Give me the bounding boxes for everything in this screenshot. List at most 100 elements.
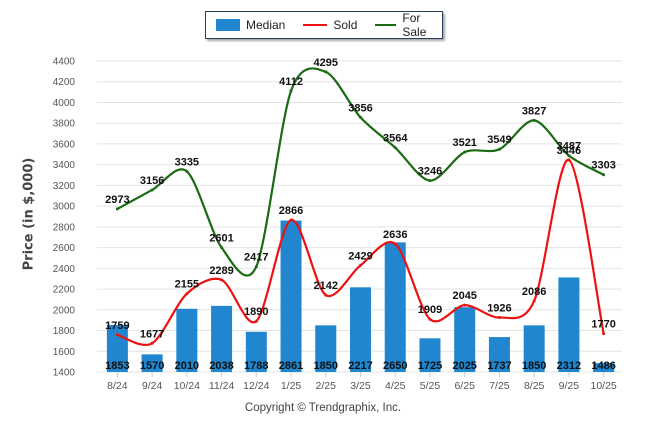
point-for-sale: [567, 154, 571, 158]
data-label-sold: 1770: [591, 319, 615, 331]
data-label-sold: 3446: [557, 145, 581, 157]
data-label-for-sale: 3487: [557, 141, 581, 153]
y-tick-label: 2400: [53, 264, 76, 275]
data-label-for-sale: 3246: [418, 166, 442, 178]
point-sold: [463, 303, 467, 307]
data-label-median: 1725: [418, 360, 442, 372]
legend-item-for-sale[interactable]: For Sale: [375, 11, 442, 39]
point-sold: [150, 341, 154, 345]
data-label-for-sale: 3827: [522, 105, 546, 117]
x-tick-label: 10/25: [590, 380, 616, 392]
point-sold: [324, 293, 328, 297]
bar-median: [141, 354, 163, 372]
data-label-for-sale: 3856: [348, 102, 372, 114]
legend-item-median[interactable]: Median: [216, 18, 285, 32]
point-for-sale: [532, 118, 536, 122]
data-label-for-sale: 3549: [487, 134, 511, 146]
data-label-sold: 2045: [452, 290, 476, 302]
point-for-sale: [463, 150, 467, 154]
data-label-sold: 1759: [105, 320, 129, 332]
bar-median: [523, 325, 545, 372]
x-tick-label: 1/25: [281, 380, 302, 392]
y-tick-label: 3000: [53, 202, 76, 213]
bar-median: [350, 287, 371, 372]
y-tick-label: 3800: [53, 119, 76, 130]
data-label-sold: 1890: [244, 306, 268, 318]
point-for-sale: [289, 89, 293, 93]
bar-median: [245, 331, 267, 372]
point-for-sale: [220, 245, 224, 249]
legend-label-for-sale: For Sale: [402, 11, 427, 39]
point-sold: [393, 242, 397, 246]
bar-median: [593, 363, 615, 372]
bar-median: [384, 242, 406, 372]
bar-median: [280, 220, 302, 372]
y-tick-label: 4400: [53, 57, 76, 68]
x-tick-label: 9/25: [559, 380, 580, 392]
x-tick-label: 3/25: [350, 380, 371, 392]
point-for-sale: [497, 147, 501, 151]
point-sold: [497, 315, 501, 319]
data-label-sold: 2429: [348, 250, 372, 262]
data-label-for-sale: 2973: [105, 194, 129, 206]
bar-median: [454, 307, 476, 372]
point-sold: [185, 292, 189, 296]
data-label-median: 1570: [140, 360, 164, 372]
data-label-median: 1486: [591, 360, 615, 372]
data-label-median: 2025: [452, 360, 476, 372]
data-label-median: 1788: [244, 360, 268, 372]
data-label-for-sale: 2417: [244, 252, 268, 264]
legend-label-sold: Sold: [333, 18, 358, 32]
x-tick-label: 11/24: [209, 380, 235, 392]
x-tick-label: 8/25: [524, 380, 545, 392]
data-label-for-sale: 3564: [383, 133, 408, 145]
point-for-sale: [185, 169, 189, 173]
data-labels: 1853 1570 2010 2038 1788 2861 1850 2217 2650 1725…: [105, 57, 616, 372]
data-label-sold: 2086: [522, 286, 546, 298]
data-label-sold: 2866: [279, 205, 303, 217]
bar-median: [488, 337, 510, 372]
y-tick-label: 3400: [53, 160, 76, 171]
point-sold: [289, 218, 293, 222]
legend-item-sold[interactable]: Sold: [303, 18, 357, 32]
data-label-sold: 2289: [209, 265, 233, 277]
point-sold: [532, 299, 536, 303]
data-label-sold: 2636: [383, 229, 407, 241]
x-tick-label: 5/25: [420, 380, 441, 392]
point-sold: [254, 319, 258, 323]
point-for-sale: [602, 173, 606, 177]
x-tick-label: 8/24: [107, 380, 128, 392]
legend: Median Sold For Sale: [205, 11, 443, 39]
lines: [115, 67, 606, 346]
bar-median: [211, 305, 233, 372]
median-bars: [106, 220, 615, 372]
y-tick-label: 4200: [53, 77, 76, 88]
x-tick-label: 9/24: [142, 380, 163, 392]
data-label-sold: 1677: [140, 328, 164, 340]
data-label-for-sale: 2601: [209, 232, 233, 244]
point-sold: [359, 263, 362, 267]
y-tick-label: 2200: [53, 285, 76, 296]
y-tick-label: 3600: [53, 139, 76, 150]
y-tick-label: 3200: [53, 181, 76, 192]
point-for-sale: [115, 207, 119, 211]
data-label-median: 1737: [487, 360, 511, 372]
x-axis-ticks: 8/24 9/24 10/24 11/24 12/24 1/25 2/25 3/25 4/25 5…: [107, 372, 617, 392]
data-label-for-sale: 3303: [591, 160, 615, 172]
data-label-median: 2038: [209, 360, 233, 372]
data-label-sold: 1926: [487, 302, 511, 314]
legend-swatch-sold: [303, 24, 328, 26]
data-label-sold: 2142: [314, 280, 338, 292]
bar-median: [558, 277, 580, 372]
legend-swatch-for-sale: [375, 24, 397, 26]
data-label-median: 2217: [348, 360, 372, 372]
y-tick-label: 1600: [53, 347, 76, 358]
y-tick-label: 2600: [53, 243, 76, 254]
y-tick-label: 2000: [53, 305, 76, 316]
y-tick-label: 1800: [53, 326, 76, 337]
y-axis-ticks: 1400 1600 1800 2000 2200 2400 2600 2800 3000 3200…: [53, 57, 76, 379]
data-label-sold: 1909: [418, 304, 442, 316]
point-for-sale: [324, 70, 328, 74]
line-for-sale: [116, 67, 605, 277]
